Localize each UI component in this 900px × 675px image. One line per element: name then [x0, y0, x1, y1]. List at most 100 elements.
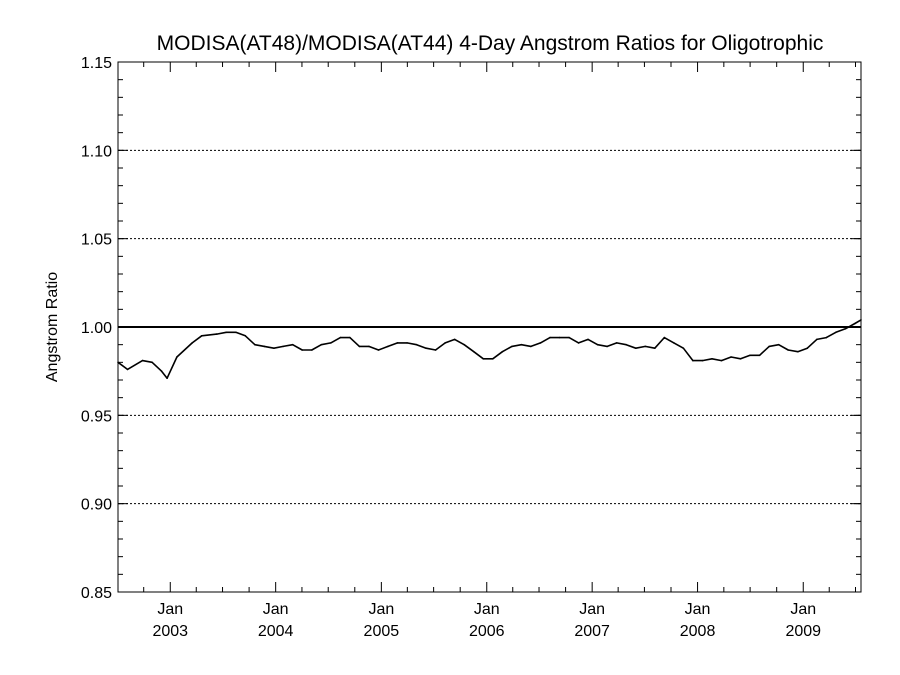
data-point — [539, 342, 542, 344]
x-tick-label-year: 2005 — [364, 623, 400, 640]
x-tick-label-month: Jan — [790, 601, 816, 618]
data-point — [191, 342, 193, 344]
data-point — [835, 331, 837, 334]
data-point — [358, 345, 361, 348]
data-point — [434, 349, 437, 351]
x-tick-label-month: Jan — [368, 601, 394, 618]
data-point — [501, 350, 504, 353]
data-point — [520, 343, 523, 346]
data-point — [444, 342, 447, 344]
data-point — [200, 335, 203, 337]
y-tick-label: 1.05 — [81, 232, 112, 249]
data-point — [126, 368, 129, 371]
data-point — [577, 342, 580, 344]
x-axis: Jan 2003 Jan 2004 Jan 2005 Jan 2006 Jan 2007 Jan 20… — [143, 62, 857, 640]
data-point — [216, 333, 218, 335]
data-point — [625, 343, 627, 346]
data-point — [739, 358, 742, 360]
data-point — [654, 347, 656, 350]
data-point — [587, 338, 589, 341]
y-axis: 0.85 0.90 0.95 1.00 1.05 1.10 1.15 — [81, 55, 861, 602]
data-point — [339, 336, 342, 339]
data-point — [692, 359, 694, 362]
x-tick-label-month: Jan — [579, 601, 605, 618]
data-point — [635, 347, 637, 350]
data-point — [806, 347, 809, 350]
x-tick-label-year: 2006 — [469, 623, 505, 640]
data-point — [463, 343, 466, 346]
data-point — [711, 358, 713, 360]
data-point — [160, 370, 163, 373]
x-tick-label-year: 2004 — [258, 623, 294, 640]
data-point — [301, 349, 304, 351]
data-point — [596, 343, 599, 346]
data-point — [406, 342, 408, 344]
x-tick-label-year: 2007 — [574, 623, 610, 640]
chart-title: MODISA(AT48)/MODISA(AT44) 4-Day Angstrom… — [157, 32, 824, 55]
data-point — [615, 342, 618, 344]
data-point — [273, 347, 275, 350]
data-point — [263, 345, 266, 348]
data-point — [235, 331, 237, 334]
x-tick-label-month: Jan — [263, 601, 289, 618]
data-point — [530, 345, 532, 348]
y-tick-label: 0.95 — [81, 408, 112, 425]
data-point — [673, 342, 675, 344]
data-point — [797, 350, 799, 353]
data-point — [854, 322, 856, 325]
data-point — [663, 336, 666, 339]
y-tick-label: 1.10 — [81, 143, 112, 160]
data-point — [368, 345, 370, 348]
data-point — [320, 343, 323, 346]
data-point — [768, 345, 770, 348]
data-point — [349, 336, 351, 339]
data-point — [244, 335, 247, 337]
data-point — [825, 336, 828, 339]
data-point — [387, 345, 389, 348]
data-point — [453, 338, 456, 341]
data-point — [606, 345, 608, 348]
x-tick-label-year: 2008 — [680, 623, 716, 640]
x-tick-label-month: Jan — [157, 601, 183, 618]
y-tick-label: 1.00 — [81, 320, 112, 337]
data-point — [415, 343, 418, 346]
series-group — [117, 319, 862, 380]
x-tick-label-year: 2009 — [785, 623, 821, 640]
data-point — [720, 359, 723, 362]
series-line — [117, 319, 862, 380]
data-point — [176, 356, 178, 358]
y-tick-label: 0.85 — [81, 585, 112, 602]
data-point — [558, 336, 561, 339]
x-tick-label-month: Jan — [474, 601, 500, 618]
data-point — [511, 345, 513, 348]
data-point — [282, 345, 285, 348]
data-point — [311, 349, 313, 351]
data-point — [141, 359, 144, 362]
data-point — [330, 342, 332, 344]
data-point — [425, 347, 427, 350]
data-point — [291, 343, 294, 346]
y-tick-label: 1.15 — [81, 55, 112, 72]
data-point — [749, 354, 751, 357]
x-tick-label-year: 2003 — [152, 623, 188, 640]
data-point — [377, 349, 380, 351]
data-point — [701, 359, 704, 362]
data-point — [492, 358, 494, 360]
y-tick-label: 0.90 — [81, 497, 112, 514]
data-point — [473, 350, 475, 353]
x-tick-label-month: Jan — [685, 601, 711, 618]
data-point — [254, 343, 256, 346]
data-point — [758, 354, 761, 357]
data-point — [787, 349, 789, 351]
data-point — [844, 328, 847, 330]
data-point — [777, 343, 780, 346]
data-point — [482, 358, 485, 360]
data-point — [730, 356, 732, 358]
data-point — [225, 331, 228, 334]
data-point — [568, 336, 570, 339]
data-point — [816, 338, 818, 341]
data-point — [151, 361, 153, 364]
data-point — [396, 342, 399, 344]
data-point — [166, 377, 168, 380]
